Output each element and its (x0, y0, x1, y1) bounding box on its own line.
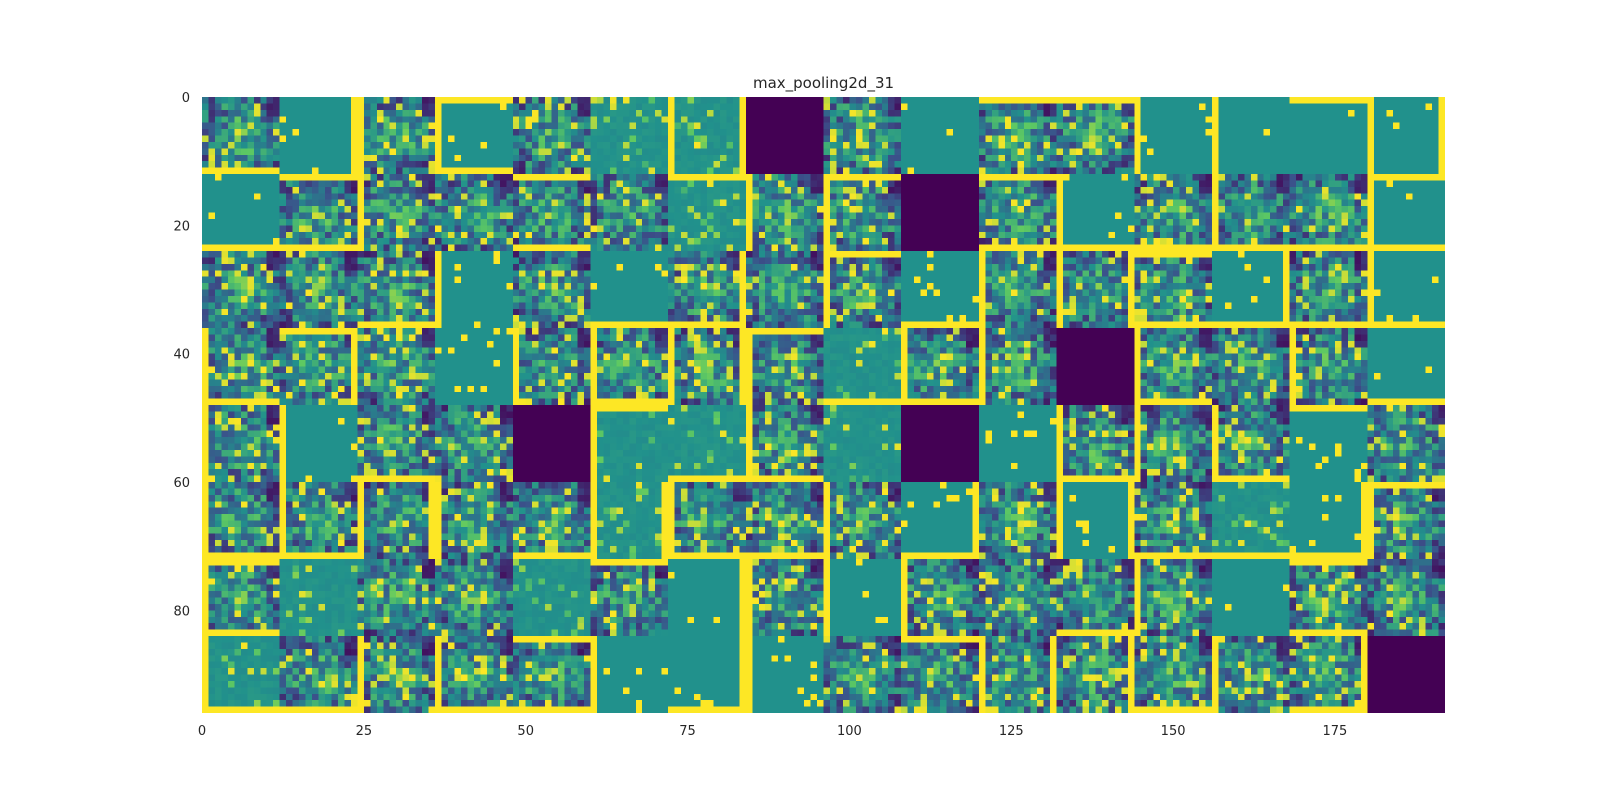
y-tick-label: 40 (173, 348, 190, 363)
heatmap-image (202, 97, 1445, 713)
x-tick-label: 175 (1323, 724, 1348, 739)
x-tick-label: 75 (679, 724, 696, 739)
x-tick-label: 25 (356, 724, 373, 739)
x-axis: 0 25 50 75 100 125 150 175 (198, 724, 1347, 739)
x-tick-label: 100 (837, 724, 862, 739)
y-tick-label: 0 (182, 91, 190, 106)
x-tick-label: 0 (198, 724, 206, 739)
y-tick-label: 80 (173, 604, 190, 619)
chart-title: max_pooling2d_31 (753, 74, 894, 93)
x-tick-label: 125 (999, 724, 1024, 739)
heatmap-raster (202, 97, 1445, 713)
y-tick-label: 20 (173, 219, 190, 234)
y-tick-label: 60 (173, 476, 190, 491)
x-tick-label: 50 (517, 724, 534, 739)
x-tick-label: 150 (1161, 724, 1186, 739)
y-axis: 0 20 40 60 80 (173, 91, 190, 619)
